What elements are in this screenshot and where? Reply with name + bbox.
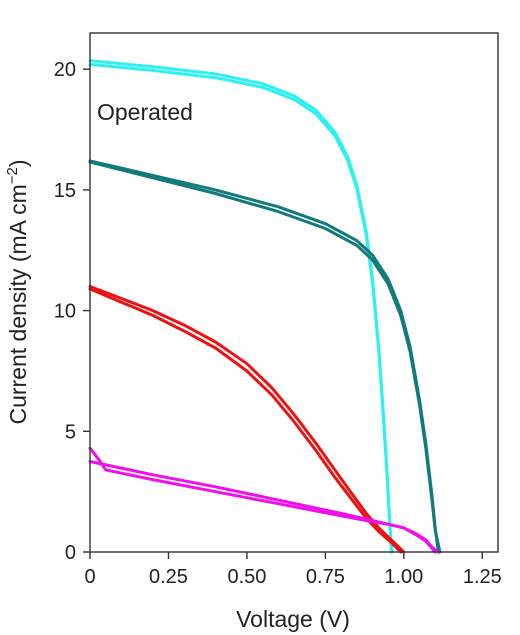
y-tick-label: 5 [65, 421, 76, 443]
x-tick-label: 0 [84, 566, 95, 588]
y-axis-title-main: Current density (mA cm [5, 184, 31, 424]
y-tick-label: 10 [54, 301, 76, 323]
series-line-4 [88, 160, 442, 554]
x-tick-label: 0.75 [306, 566, 345, 588]
y-tick-label: 0 [65, 542, 76, 564]
y-tick-label: 15 [54, 180, 76, 202]
annotation-label: Operated [97, 99, 193, 125]
series-line-6 [88, 287, 403, 554]
series-line-2 [88, 62, 394, 554]
series-layer [88, 59, 442, 554]
series-line-8 [88, 460, 437, 554]
x-tick-label: 0.50 [227, 566, 266, 588]
y-axis-title-exponent: −2 [4, 167, 21, 184]
x-tick-label: 1.25 [463, 566, 502, 588]
y-axis-title-close: ) [5, 159, 31, 167]
y-axis-ticks: 0 5 10 15 20 [54, 59, 90, 564]
plot-frame [89, 32, 499, 553]
x-tick-label: 0.25 [149, 566, 188, 588]
x-axis-ticks: 0 0.25 0.50 0.75 1.00 1.25 [84, 552, 502, 588]
series-line-5 [88, 285, 406, 554]
series-line-3 [88, 159, 440, 554]
x-axis-title: Voltage (V) [236, 606, 350, 632]
y-axis-title: Current density (mA cm−2) [4, 159, 31, 424]
y-tick-label: 20 [54, 59, 76, 81]
x-tick-label: 1.00 [384, 566, 423, 588]
